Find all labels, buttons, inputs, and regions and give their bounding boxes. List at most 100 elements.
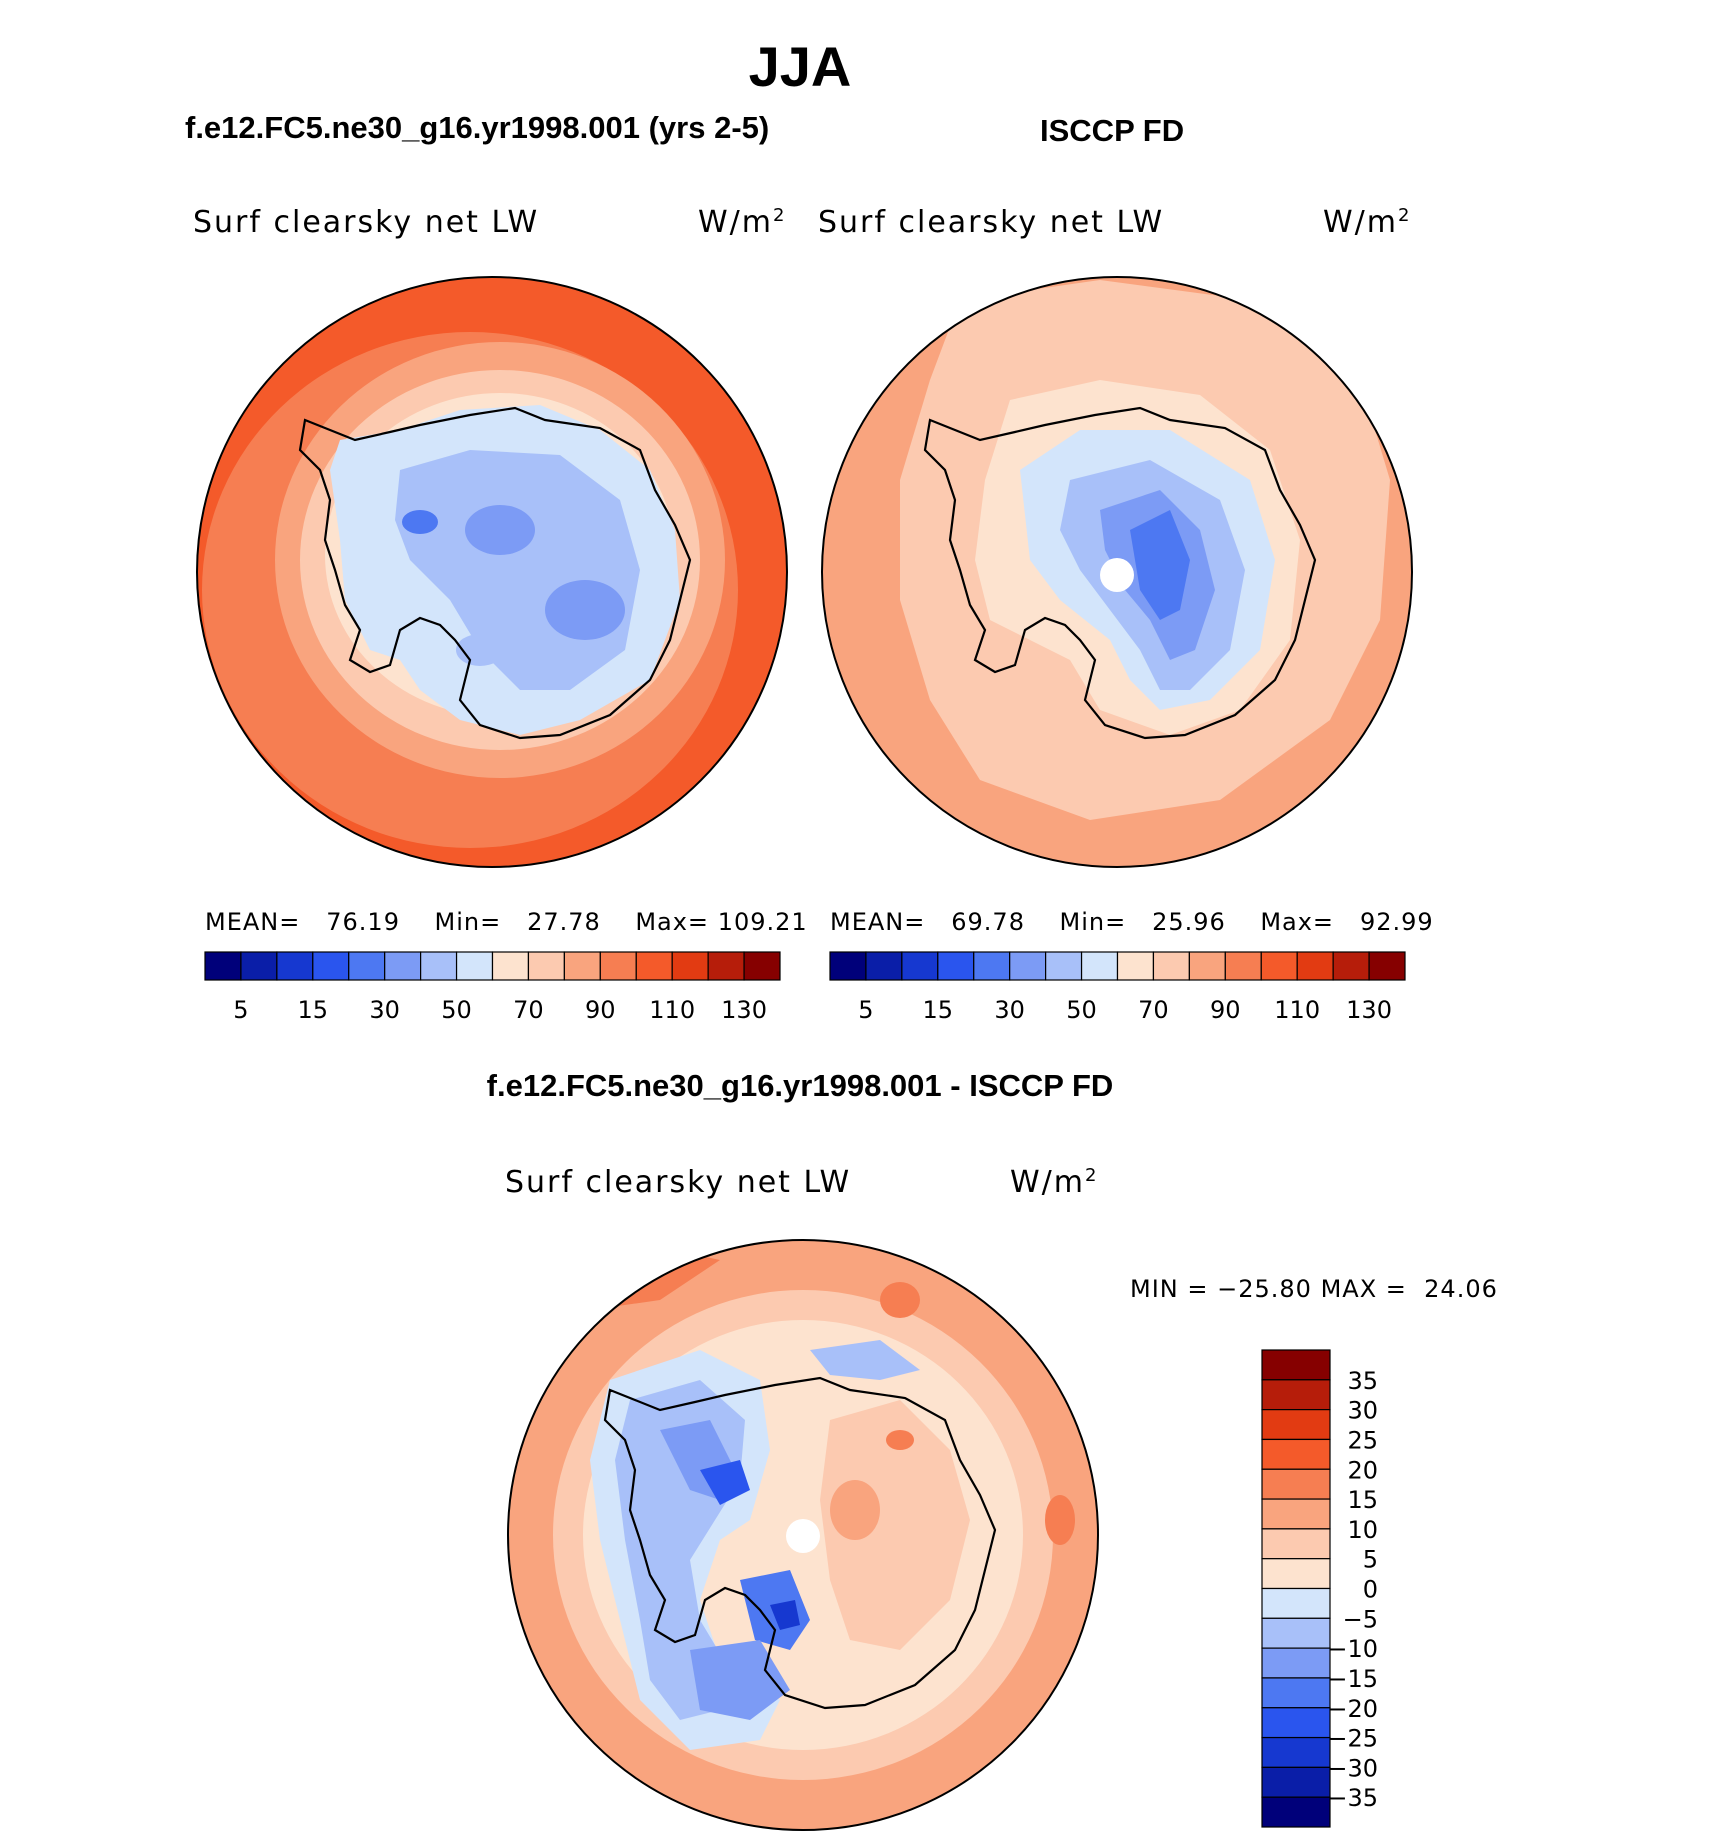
model-colorbar-tick-label: 30 [369, 996, 400, 1024]
model-colorbar-swatch [420, 951, 458, 981]
model-colorbar-swatch [276, 951, 314, 981]
obs-panel-title: ISCCP FD [1040, 113, 1185, 148]
model-colorbar-tick-label: 130 [721, 996, 767, 1024]
model-panel-title: f.e12.FC5.ne30_g16.yr1998.001 (yrs 2-5) [185, 110, 770, 145]
diff-colorbar-tick-label: −30 [1327, 1754, 1378, 1782]
diff-colorbar-swatch [1261, 1349, 1331, 1381]
obs-pole-mask [1100, 558, 1134, 592]
obs-colorbar-swatch [1260, 951, 1298, 981]
diff-units-label: W/m2 [1010, 1165, 1099, 1200]
obs-colorbar-swatch [829, 951, 867, 981]
model-colorbar-swatch [491, 951, 530, 981]
obs-colorbar-tick-label: 50 [1066, 996, 1097, 1024]
diff-colorbar-swatch [1261, 1707, 1331, 1739]
diff-colorbar-tick-label: 20 [1347, 1456, 1378, 1484]
model-colorbar-tick-label: 90 [585, 996, 616, 1024]
diff-colorbar-swatch [1261, 1438, 1331, 1470]
diff-colorbar-tick-label: −10 [1327, 1635, 1378, 1663]
model-colorbar-swatch [599, 951, 637, 981]
diff-pole-mask [786, 1519, 820, 1553]
model-map-border [196, 276, 788, 868]
model-colorbar-swatch [240, 951, 278, 981]
model-colorbar-swatch [527, 951, 565, 981]
diff-colorbar-swatch [1261, 1558, 1331, 1590]
obs-colorbar-swatch [1009, 951, 1047, 981]
difference-map-border [507, 1239, 1099, 1831]
obs-colorbar-swatch [1332, 951, 1370, 981]
obs-colorbar-tick-label: 5 [858, 996, 873, 1024]
diff-colorbar-swatch [1261, 1647, 1331, 1679]
diff-colorbar-tick-label: −35 [1327, 1784, 1378, 1812]
obs-colorbar-tick-label: 130 [1346, 996, 1392, 1024]
obs-colorbar-tick-label: 90 [1210, 996, 1241, 1024]
obs-variable-label: Surf clearsky net LW [818, 205, 1165, 240]
obs-colorbar-swatch [937, 951, 975, 981]
diff-colorbar-tick-label: 30 [1347, 1397, 1378, 1425]
obs-colorbar-tick-label: 15 [923, 996, 954, 1024]
obs-colorbar-swatch [1224, 951, 1262, 981]
obs-colorbar-swatch [973, 951, 1011, 981]
diff-colorbar-swatch [1261, 1409, 1331, 1441]
model-coastline [298, 406, 692, 740]
model-colorbar-tick-label: 110 [649, 996, 695, 1024]
obs-stats: MEAN= 69.78 Min= 25.96 Max= 92.99 [830, 908, 1434, 936]
diff-colorbar-swatch [1261, 1587, 1331, 1619]
diff-colorbar-tick-label: 5 [1363, 1546, 1378, 1574]
diff-colorbar-tick-label: −20 [1327, 1695, 1378, 1723]
obs-colorbar-swatch [1080, 951, 1119, 981]
model-colorbar-tick-label: 15 [298, 996, 329, 1024]
diff-colorbar-swatch [1261, 1617, 1331, 1649]
obs-colorbar-tick-label: 70 [1138, 996, 1169, 1024]
model-units-label: W/m2 [698, 205, 787, 240]
obs-colorbar-tick-label: 30 [994, 996, 1025, 1024]
obs-map-border [821, 276, 1413, 868]
model-colorbar-swatch [671, 951, 709, 981]
diff-colorbar-tick-label: 10 [1347, 1516, 1378, 1544]
diff-colorbar-swatch [1261, 1766, 1331, 1798]
diff-minmax: MIN = −25.80 MAX = 24.06 [1130, 1275, 1498, 1303]
diff-colorbar-swatch [1261, 1498, 1331, 1530]
model-colorbar-tick-label: 50 [441, 996, 472, 1024]
diff-colorbar-swatch [1261, 1796, 1331, 1828]
model-colorbar-tick-label: 70 [513, 996, 544, 1024]
diff-colorbar-tick-label: 0 [1363, 1576, 1378, 1604]
obs-colorbar-swatch [1296, 951, 1334, 981]
model-map [197, 277, 787, 867]
obs-colorbar-swatch [1152, 951, 1190, 981]
obs-colorbar-swatch [1116, 951, 1155, 981]
diff-colorbar-tick-label: −15 [1327, 1665, 1378, 1693]
diff-colorbar-tick-label: −5 [1343, 1605, 1378, 1633]
model-colorbar-swatch [348, 951, 386, 981]
model-colorbar-swatch [312, 951, 350, 981]
model-colorbar-swatch [743, 951, 781, 981]
difference-panel-title: f.e12.FC5.ne30_g16.yr1998.001 - ISCCP FD [486, 1068, 1114, 1103]
diff-colorbar-swatch [1261, 1736, 1331, 1768]
diff-colorbar-tick-label: 25 [1347, 1426, 1378, 1454]
model-stats: MEAN= 76.19 Min= 27.78 Max= 109.21 [205, 908, 808, 936]
obs-colorbar: 5 15 30 50 70 90 110 130 [829, 951, 1406, 1024]
obs-colorbar-swatch [1188, 951, 1226, 981]
model-colorbar-swatch [455, 951, 494, 981]
model-colorbar: 5 15 30 50 70 90 110 130 [204, 951, 781, 1024]
model-colorbar-swatch [563, 951, 601, 981]
diff-colorbar-tick-label: 35 [1347, 1367, 1378, 1395]
model-colorbar-tick-label: 5 [233, 996, 248, 1024]
model-colorbar-swatch [384, 951, 422, 981]
obs-units-label: W/m2 [1323, 205, 1412, 240]
obs-colorbar-swatch [1045, 951, 1083, 981]
obs-colorbar-swatch [865, 951, 903, 981]
diff-colorbar-swatch [1261, 1677, 1331, 1709]
diff-colorbar-swatch [1261, 1379, 1331, 1411]
season-title: JJA [748, 35, 852, 98]
obs-colorbar-swatch [901, 951, 939, 981]
model-variable-label: Surf clearsky net LW [193, 205, 540, 240]
diff-colorbar-tick-label: −25 [1327, 1725, 1378, 1753]
diff-variable-label: Surf clearsky net LW [505, 1165, 852, 1200]
obs-colorbar-swatch [1368, 951, 1406, 981]
obs-coastline [923, 406, 1317, 740]
model-colorbar-swatch [204, 951, 242, 981]
diff-colorbar-tick-label: 15 [1347, 1486, 1378, 1514]
diff-colorbar-swatch [1261, 1528, 1331, 1560]
obs-map [822, 277, 1412, 867]
